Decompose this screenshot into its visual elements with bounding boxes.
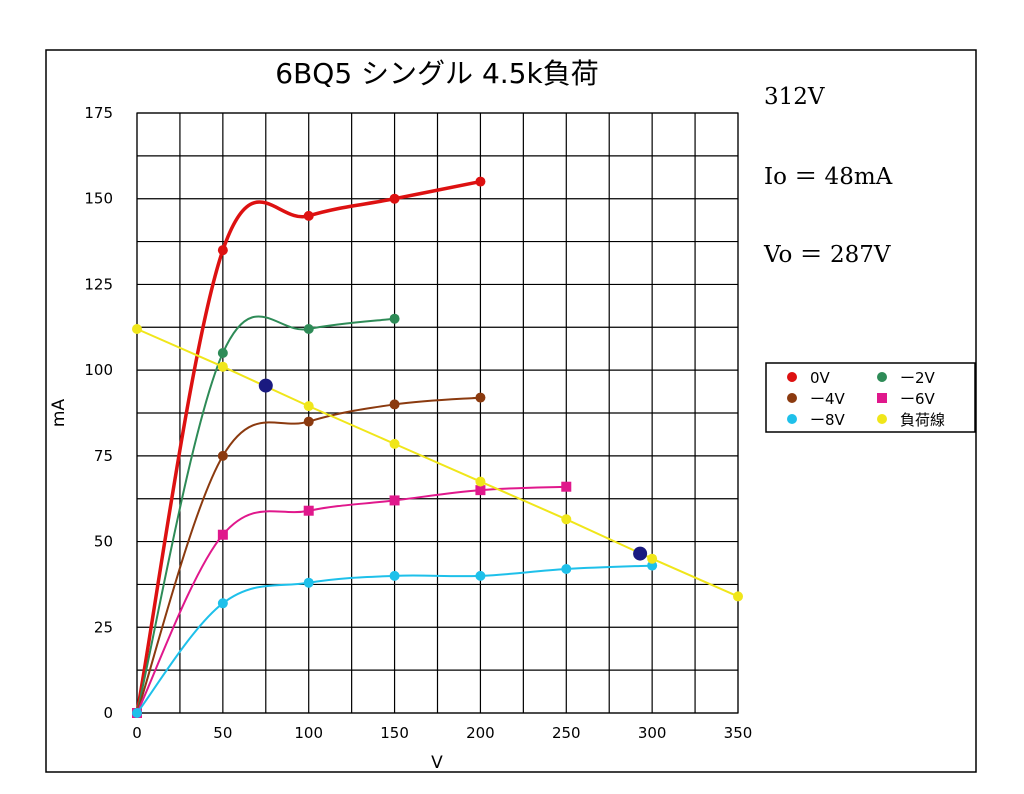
legend-label: 0V [810,369,831,387]
data-point [217,245,228,256]
data-point [475,485,486,496]
data-point [647,560,658,571]
data-point [217,361,228,372]
legend-marker [877,372,887,382]
y-axis-label: mA [49,399,69,428]
series-line [136,396,481,714]
data-point [389,570,400,581]
x-tick-label: 300 [638,724,667,742]
annotation-vo: Vo ＝ 287Ⅴ [763,242,891,268]
chart-title: 6BQ5 シングル 4.5k負荷 [275,57,598,90]
legend-item: ー4V [787,390,846,408]
grid-layer [136,112,739,714]
legend-marker [877,414,887,424]
data-point [303,401,314,412]
series-line [136,315,395,714]
data-point [561,514,572,525]
data-point [217,598,228,609]
tick-layer: 0 50 100 150 200 250 300 350 0 25 50 75 100 125 150 175 [84,104,752,742]
data-point [389,495,400,506]
data-point [303,416,314,427]
data-point [475,570,486,581]
x-tick-label: 350 [724,724,753,742]
y-tick-label: 100 [84,361,113,379]
annotation-b-plus: 312V [764,84,825,110]
data-point [303,505,314,516]
data-point [389,438,400,449]
data-point [389,313,400,324]
data-point [132,324,142,334]
legend-marker [877,393,887,403]
y-tick-label: 125 [84,275,113,293]
data-point [647,553,658,564]
legend: 0V ー2V ー4V ー6V ー8V 負荷線 [787,369,945,429]
legend-label: 負荷線 [900,411,945,429]
x-tick-label: 250 [552,724,581,742]
x-tick-label: 0 [132,724,142,742]
y-tick-label: 150 [84,190,113,208]
data-point [303,577,314,588]
series-4 [132,560,658,718]
x-tick-label: 150 [380,724,409,742]
data-point [475,392,486,403]
data-point [303,324,314,334]
operating-point [633,546,648,561]
data-point [389,193,400,204]
legend-label: ー2V [900,369,936,387]
annotation-io: Io ＝ 48mA [764,164,893,190]
legend-item: 0V [787,369,831,387]
y-tick-label: 50 [94,533,113,551]
data-point [217,348,228,358]
legend-label: ー6V [900,390,936,408]
x-tick-label: 200 [466,724,495,742]
series-layer [132,176,743,718]
y-tick-label: 75 [94,447,113,465]
x-tick-label: 100 [294,724,323,742]
data-point [561,481,572,492]
data-point [132,708,142,718]
legend-label: ー4V [810,390,846,408]
x-tick-label: 50 [213,724,232,742]
legend-marker [787,372,797,382]
y-tick-label: 25 [94,618,113,636]
x-axis-label: V [431,753,443,773]
legend-item: ー8V [787,411,846,429]
data-point [733,591,743,602]
data-point [217,450,228,461]
data-point [561,564,572,574]
legend-box [765,362,976,433]
y-tick-label: 0 [103,704,113,722]
legend-marker [787,393,797,403]
operating-point [258,378,273,393]
data-point [303,210,314,221]
legend-marker [787,414,797,424]
data-point [389,399,400,410]
y-tick-label: 175 [84,104,113,122]
legend-item: ー6V [877,390,936,408]
legend-item: ー2V [877,369,936,387]
legend-label: ー8V [810,411,846,429]
data-point [217,529,228,540]
data-point [475,176,486,187]
highlight-layer [258,378,648,561]
data-point [475,476,486,487]
legend-item: 負荷線 [877,411,945,429]
